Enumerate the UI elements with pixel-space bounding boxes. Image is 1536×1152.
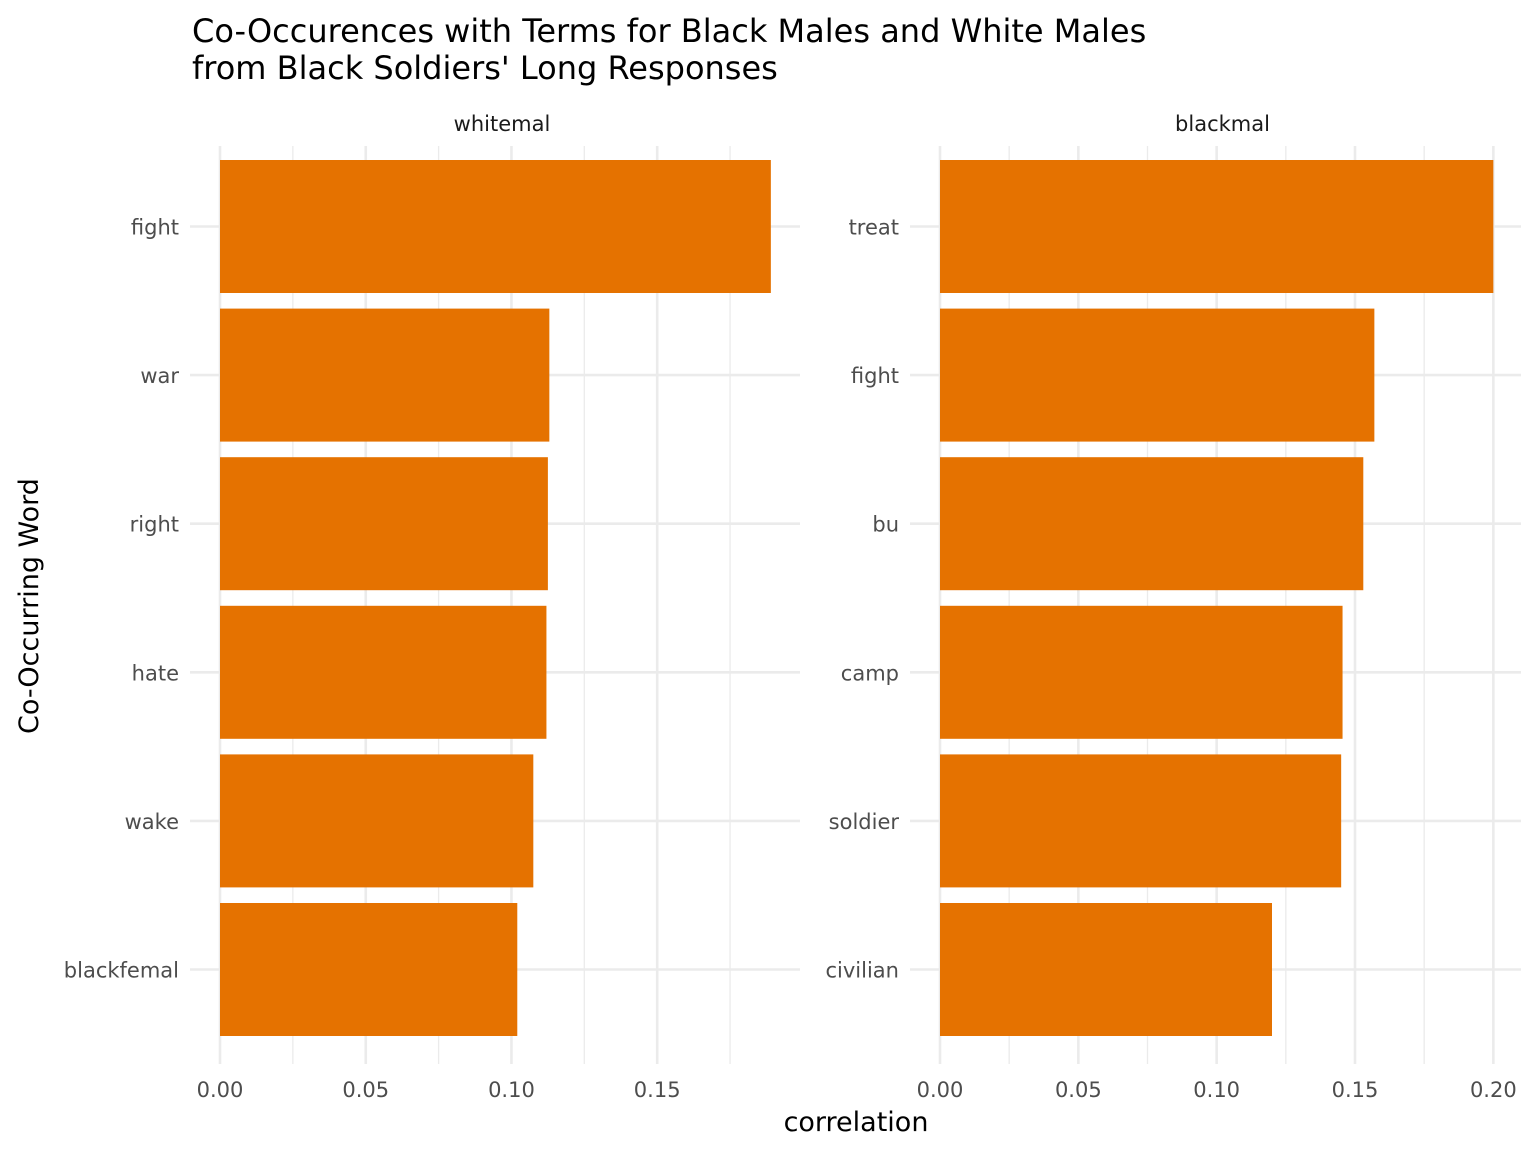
y-tick-label: civilian [826, 959, 900, 983]
bar-war [220, 308, 550, 442]
y-tick-label: bu [872, 513, 899, 537]
bar-hate [220, 605, 547, 739]
y-tick-label: hate [132, 661, 179, 685]
bar-blackfemal [220, 903, 518, 1036]
facet-strip-label: blackmal [1175, 112, 1270, 136]
bar-wake [220, 754, 534, 888]
x-tick-label: 0.15 [634, 1078, 681, 1102]
chart-title: Co-Occurences with Terms for Black Males… [192, 12, 1146, 50]
y-tick-label: fight [131, 216, 179, 240]
bar-camp [940, 605, 1343, 739]
y-tick-label: wake [125, 810, 179, 834]
x-tick-label: 0.15 [1332, 1078, 1379, 1102]
x-tick-label: 0.20 [1470, 1078, 1517, 1102]
y-tick-label: blackfemal [64, 959, 179, 983]
y-tick-label: fight [851, 364, 899, 388]
chart-subtitle: from Black Soldiers' Long Responses [192, 49, 778, 87]
y-tick-label: treat [849, 216, 899, 240]
bar-treat [940, 160, 1494, 293]
x-axis-title: correlation [784, 1107, 929, 1138]
x-tick-label: 0.10 [488, 1078, 535, 1102]
y-tick-label: war [140, 364, 179, 388]
bar-bu [940, 457, 1364, 591]
y-tick-label: soldier [829, 810, 900, 834]
bar-fight [220, 160, 771, 293]
x-tick-label: 0.05 [1055, 1078, 1102, 1102]
y-tick-label: camp [841, 661, 899, 685]
x-tick-label: 0.10 [1193, 1078, 1240, 1102]
y-tick-label: right [130, 513, 179, 537]
x-tick-label: 0.00 [917, 1078, 964, 1102]
bar-right [220, 457, 548, 591]
panel-blackmal: 0.00 0.05 0.10 0.15 0.20 treat fight bu camp sold… [826, 112, 1521, 1102]
bar-soldier [940, 754, 1342, 888]
bar-civilian [940, 903, 1272, 1036]
facet-strip-label: whitemal [454, 112, 551, 136]
x-tick-label: 0.00 [197, 1078, 244, 1102]
y-axis-title: Co-Occurring Word [14, 478, 45, 734]
panel-whitemal: 0.00 0.05 0.10 0.15 fight war right hate wake bla… [64, 112, 800, 1102]
facet-panels: 0.00 0.05 0.10 0.15 fight war right hate wake bla… [64, 112, 1521, 1102]
bar-fight [940, 308, 1375, 442]
x-tick-label: 0.05 [342, 1078, 389, 1102]
